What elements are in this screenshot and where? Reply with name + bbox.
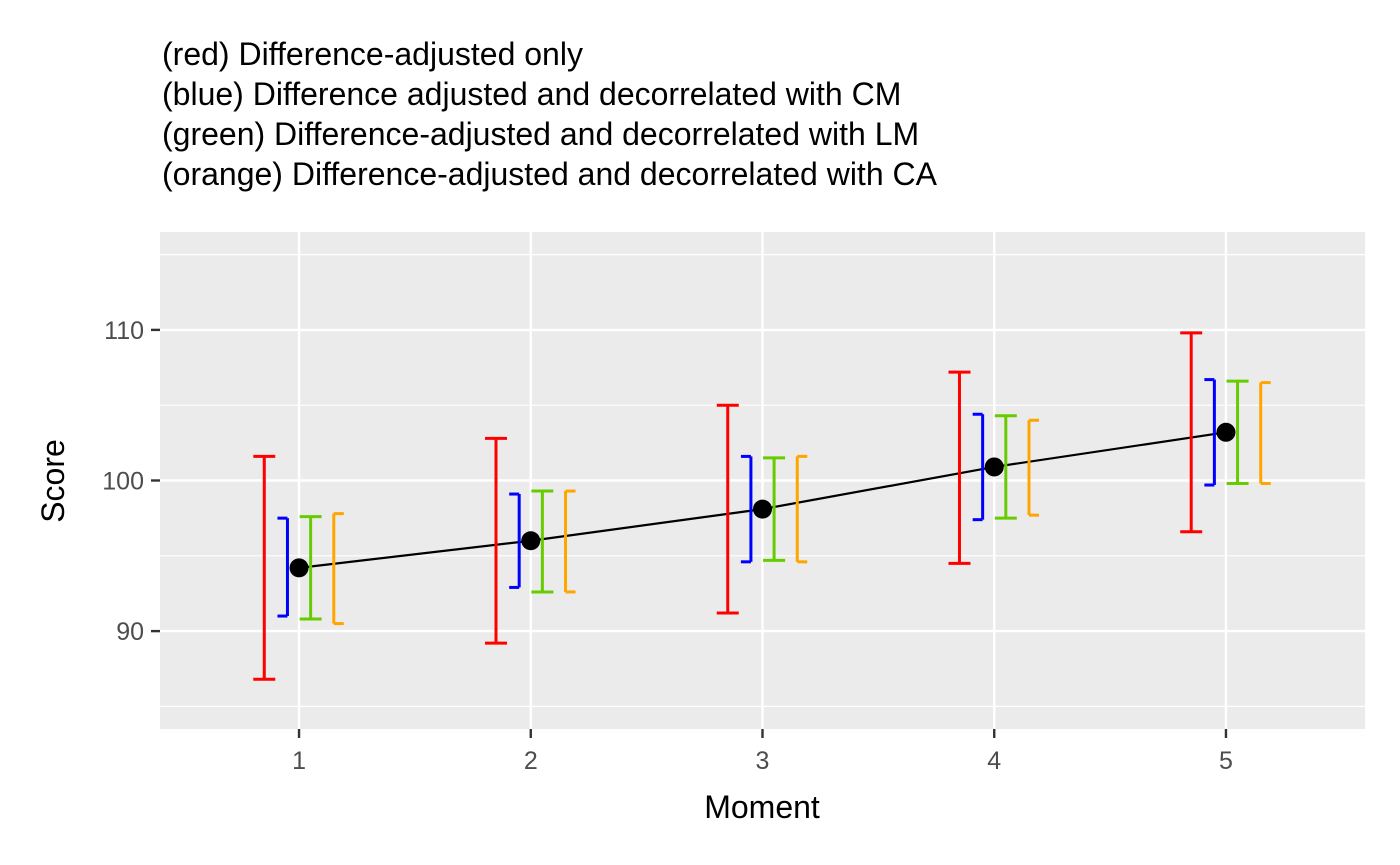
interval-3-moment-1 <box>332 512 344 626</box>
title-line-orange: (orange) Difference-adjusted and decorre… <box>162 156 937 192</box>
title-line-green: (green) Difference-adjusted and decorrel… <box>162 116 920 152</box>
mean-point-5 <box>1216 422 1236 442</box>
interval-2-moment-2 <box>531 489 554 594</box>
mean-point-4 <box>984 457 1004 477</box>
y-axis-title: Score <box>35 439 71 523</box>
interval-2-moment-3 <box>763 456 786 562</box>
interval-3-moment-2 <box>564 489 576 594</box>
axes: 90 100 110 1 2 3 4 5 <box>102 317 1233 775</box>
x-axis-title: Moment <box>704 789 820 825</box>
point-layer <box>289 422 1236 578</box>
x-tick-label-4: 4 <box>987 747 1001 775</box>
interval-0-moment-2 <box>485 436 508 645</box>
mean-point-2 <box>521 531 541 551</box>
interval-0-moment-4 <box>948 370 971 565</box>
interval-1-moment-3 <box>740 454 753 564</box>
interval-1-moment-5 <box>1204 378 1216 487</box>
x-tick-label-2: 2 <box>524 747 538 775</box>
x-tick-label-1: 1 <box>292 747 306 775</box>
interval-1-moment-1 <box>277 516 289 618</box>
x-tick-label-3: 3 <box>756 747 770 775</box>
title-line-red: (red) Difference-adjusted only <box>162 36 583 72</box>
title-line-blue: (blue) Difference adjusted and decorrela… <box>162 76 902 112</box>
interval-2-moment-5 <box>1226 379 1249 486</box>
interval-2-moment-1 <box>299 515 322 621</box>
interval-3-moment-3 <box>795 454 808 564</box>
interval-1-moment-4 <box>972 412 985 522</box>
mean-point-1 <box>289 558 309 578</box>
interval-3-moment-5 <box>1259 381 1271 486</box>
y-tick-label-90: 90 <box>116 618 144 646</box>
interval-layer <box>253 331 1271 681</box>
x-tick-label-5: 5 <box>1219 747 1233 775</box>
mean-point-3 <box>753 499 772 519</box>
grid-lines <box>160 232 1365 729</box>
interval-1-moment-2 <box>509 492 521 589</box>
interval-2-moment-4 <box>994 414 1017 520</box>
y-tick-label-110: 110 <box>104 317 144 345</box>
interval-0-moment-5 <box>1180 331 1203 534</box>
interval-0-moment-1 <box>253 454 276 681</box>
interval-0-moment-3 <box>716 403 739 615</box>
y-tick-label-100: 100 <box>102 468 144 496</box>
interval-3-moment-4 <box>1027 418 1039 517</box>
chart-title: (red) Difference-adjusted only (blue) Di… <box>162 34 1382 194</box>
